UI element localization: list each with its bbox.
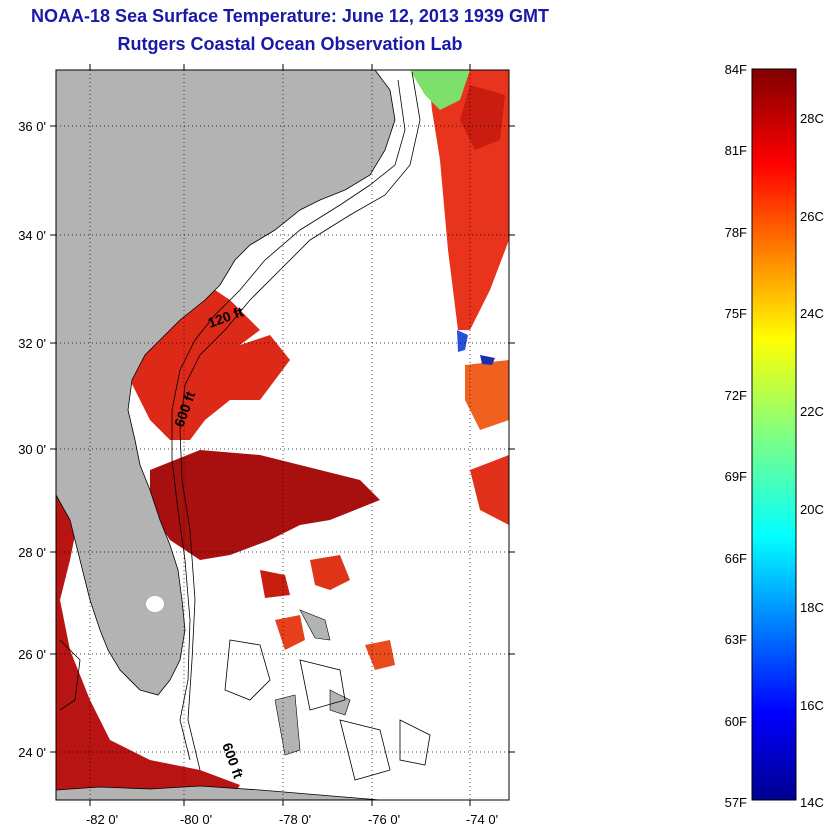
bahamas-islands	[274, 609, 351, 756]
colorbar-f-labels: 84F 81F 78F 75F 72F 69F 66F 63F 60F 57F	[725, 62, 747, 810]
lat-label: 36 0'	[18, 119, 46, 134]
colorbar-c-label: 24C	[800, 306, 824, 321]
latitude-labels: 36 0' 34 0' 32 0' 30 0' 28 0' 26 0' 24 0…	[18, 119, 46, 760]
colorbar-f-label: 57F	[725, 795, 747, 810]
land-cuba	[56, 785, 381, 800]
lon-label: -78 0'	[279, 812, 311, 827]
lat-label: 26 0'	[18, 647, 46, 662]
colorbar-f-label: 66F	[725, 551, 747, 566]
colorbar-c-label: 22C	[800, 404, 824, 419]
lat-label: 32 0'	[18, 336, 46, 351]
graticule	[56, 70, 509, 800]
lon-label: -74 0'	[466, 812, 498, 827]
longitude-labels: -82 0' -80 0' -78 0' -76 0' -74 0'	[86, 812, 498, 827]
lat-label: 30 0'	[18, 442, 46, 457]
lake-okeechobee	[146, 596, 164, 612]
colorbar-f-label: 84F	[725, 62, 747, 77]
colorbar-f-label: 69F	[725, 469, 747, 484]
colorbar-c-label: 20C	[800, 502, 824, 517]
colorbar-c-label: 14C	[800, 795, 824, 810]
lon-label: -76 0'	[368, 812, 400, 827]
map-content: 120 ft 600 ft 600 ft	[56, 70, 509, 800]
map-subtitle: Rutgers Coastal Ocean Observation Lab	[117, 34, 463, 54]
colorbar-f-label: 60F	[725, 714, 747, 729]
colorbar-c-label: 28C	[800, 111, 824, 126]
colorbar-f-label: 75F	[725, 306, 747, 321]
lon-label: -82 0'	[86, 812, 118, 827]
lat-label: 28 0'	[18, 545, 46, 560]
lat-label: 34 0'	[18, 228, 46, 243]
colorbar-c-label: 26C	[800, 209, 824, 224]
lon-label: -80 0'	[180, 812, 212, 827]
colorbar-f-label: 81F	[725, 143, 747, 158]
map-title: NOAA-18 Sea Surface Temperature: June 12…	[31, 6, 549, 26]
lat-label: 24 0'	[18, 745, 46, 760]
bathymetry-contours	[59, 71, 431, 781]
colorbar-f-label: 63F	[725, 632, 747, 647]
colorbar-f-label: 78F	[725, 225, 747, 240]
colorbar	[751, 68, 797, 801]
colorbar-c-label: 18C	[800, 600, 824, 615]
colorbar-f-label: 72F	[725, 388, 747, 403]
colorbar-c-labels: 28C 26C 24C 22C 20C 18C 16C 14C	[800, 111, 824, 810]
land-mass	[56, 70, 396, 696]
sst-data-layer	[56, 70, 509, 800]
colorbar-c-label: 16C	[800, 698, 824, 713]
axis-ticks	[50, 64, 515, 806]
